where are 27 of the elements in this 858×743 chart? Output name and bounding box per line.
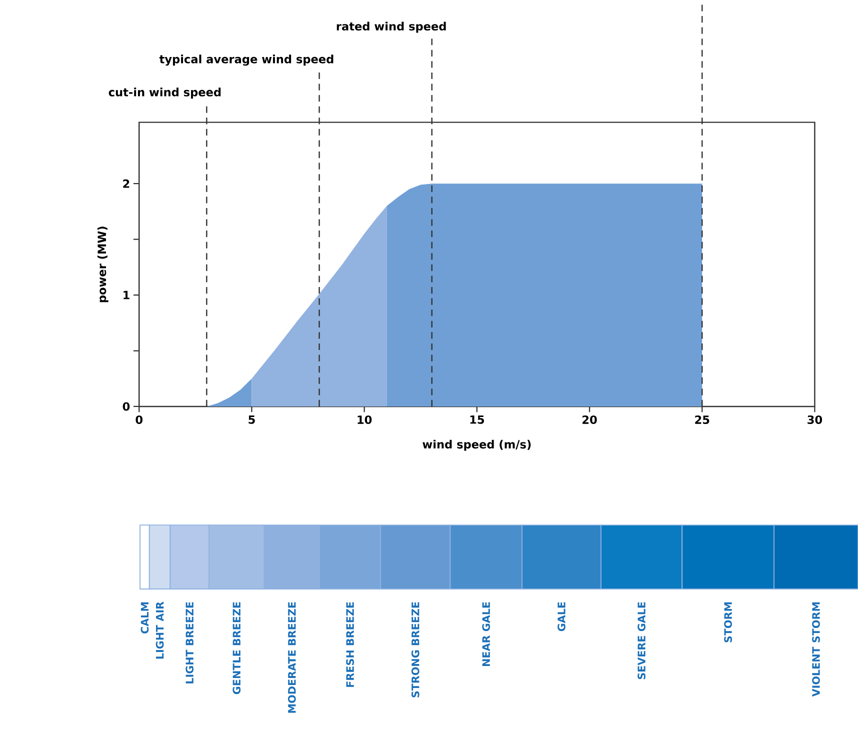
ref-line-label: rated wind speed bbox=[336, 22, 446, 33]
x-tick-label: 25 bbox=[695, 415, 710, 424]
text: FRESH BREEZE bbox=[346, 602, 354, 687]
y-tick-label: 2 bbox=[123, 179, 130, 188]
text: SEVERE GALE bbox=[638, 602, 646, 679]
text: STRONG BREEZE bbox=[411, 602, 420, 698]
y-tick-label: 1 bbox=[124, 290, 130, 299]
text: NEAR GALE bbox=[482, 602, 490, 666]
text: GALE bbox=[558, 602, 566, 631]
x-tick-label: 20 bbox=[582, 415, 597, 424]
text: MODERATE BREEZE bbox=[288, 602, 296, 713]
x-tick-label: 15 bbox=[470, 415, 484, 424]
y-tick-label: 0 bbox=[122, 402, 130, 411]
text: CALM bbox=[140, 602, 149, 634]
x-axis-title: wind speed (m/s) bbox=[422, 440, 531, 451]
text: STORM bbox=[724, 602, 732, 642]
ref-line-label: cut-in wind speed bbox=[108, 88, 221, 98]
y-axis-title: power (MW) bbox=[97, 226, 108, 302]
text: VIOLENT STORM bbox=[812, 602, 820, 696]
x-tick-label: 10 bbox=[358, 415, 372, 424]
text: GENTLE BREEZE bbox=[232, 602, 241, 694]
x-tick-label: 0 bbox=[136, 415, 143, 424]
text: LIGHT AIR bbox=[156, 601, 164, 658]
ref-line-label: typical average wind speed bbox=[159, 54, 334, 66]
x-tick-label: 5 bbox=[248, 415, 255, 424]
x-tick-label: 30 bbox=[808, 415, 822, 424]
text: LIGHT BREEZE bbox=[186, 602, 194, 684]
